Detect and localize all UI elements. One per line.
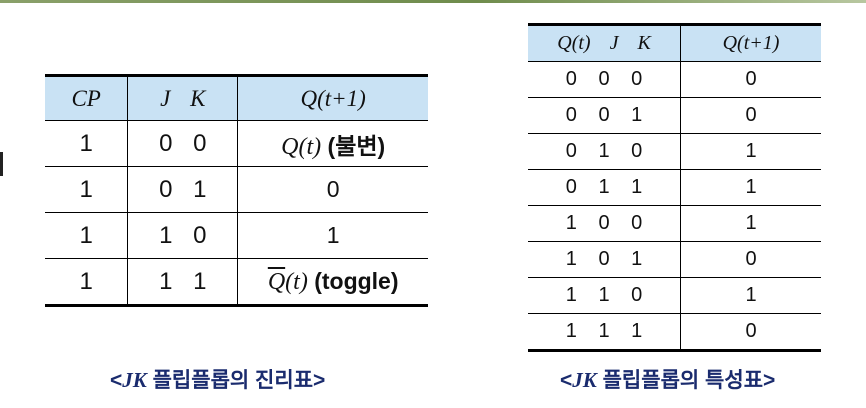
cell-output: 0 (680, 97, 821, 134)
header-inputs: Q(t) J K (528, 23, 682, 62)
caption-text: 플립플롭의 특성표> (596, 369, 776, 392)
cell-next-state: Q(t) (불변) (237, 120, 428, 167)
cell-next-state: Q(t) (toggle) (237, 258, 428, 307)
cell-jk: 1 1 (127, 258, 239, 307)
caption-jk: JK (122, 368, 147, 392)
q-bar-variable: Q (267, 268, 286, 295)
cell-inputs: 1 1 1 (528, 313, 682, 352)
caption-jk: JK (572, 368, 597, 392)
cell-next-state: 1 (237, 212, 428, 259)
cell-inputs: 0 1 0 (528, 133, 682, 170)
cell-cp: 1 (45, 120, 129, 167)
table-row: 1 1 0 1 (45, 212, 428, 259)
cell-inputs: 1 0 1 (528, 241, 682, 278)
jk-truth-table: CP J K Q(t+1) 1 0 0 Q(t) (불변) 1 0 1 0 1 … (45, 74, 428, 307)
header-next-state: Q(t+1) (680, 23, 821, 62)
cell-jk: 0 0 (127, 120, 239, 167)
cell-output: 0 (680, 241, 821, 278)
cell-jk: 0 1 (127, 166, 239, 213)
header-jk: J K (127, 74, 239, 121)
characteristic-table-caption: <JK 플립플롭의 특성표> (560, 364, 775, 394)
caption-text: 플립플롭의 진리표> (146, 369, 326, 392)
cell-output: 1 (680, 169, 821, 206)
table-header-row: CP J K Q(t+1) (45, 74, 428, 121)
left-edge-mark (0, 152, 3, 176)
cell-output: 0 (680, 61, 821, 98)
top-accent-rule (0, 0, 866, 3)
cell-inputs: 0 0 0 (528, 61, 682, 98)
truth-table-caption: <JK 플립플롭의 진리표> (110, 364, 325, 394)
caption-open: < (110, 369, 123, 392)
q-bar-arg: (t) (285, 268, 308, 295)
table-row: 1 0 0 Q(t) (불변) (45, 120, 428, 167)
caption-open: < (560, 369, 573, 392)
cell-cp: 1 (45, 166, 129, 213)
cell-next-state: 0 (237, 166, 428, 213)
cell-jk: 1 0 (127, 212, 239, 259)
cell-cp: 1 (45, 258, 129, 307)
q-note: (toggle) (314, 267, 399, 294)
table-header-row: Q(t) J K Q(t+1) (528, 23, 821, 62)
cell-inputs: 1 1 0 (528, 277, 682, 314)
q-note: (불변) (327, 132, 386, 159)
cell-output: 0 (680, 313, 821, 352)
cell-inputs: 0 1 1 (528, 169, 682, 206)
table-row: 1 0 1 0 (45, 166, 428, 213)
header-cp: CP (45, 74, 129, 121)
table-row: 1 1 1 Q(t) (toggle) (45, 258, 428, 307)
header-next-state: Q(t+1) (237, 74, 428, 121)
cell-inputs: 1 0 0 (528, 205, 682, 242)
q-variable: Q(t) (281, 133, 322, 160)
cell-inputs: 0 0 1 (528, 97, 682, 134)
cell-output: 1 (680, 205, 821, 242)
cell-cp: 1 (45, 212, 129, 259)
cell-output: 1 (680, 277, 821, 314)
cell-output: 1 (680, 133, 821, 170)
